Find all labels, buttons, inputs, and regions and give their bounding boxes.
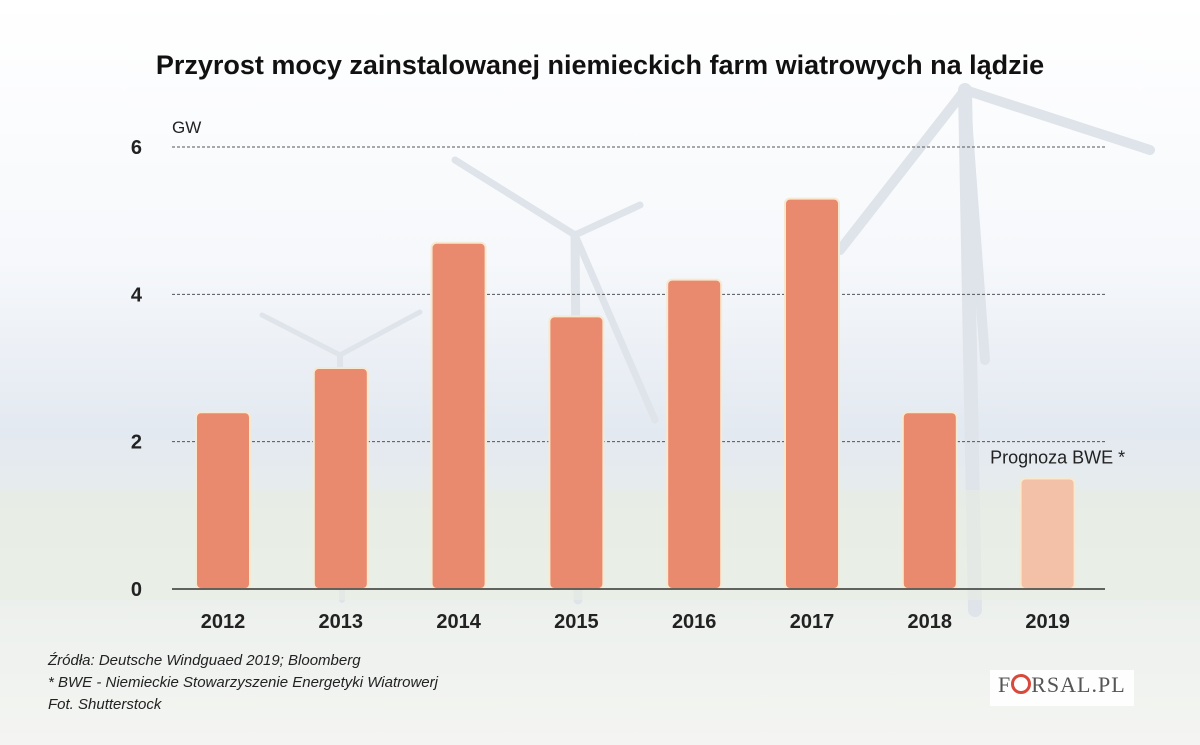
x-tick-label: 2013	[319, 611, 364, 633]
x-tick-label: 2015	[554, 611, 599, 633]
photo-credit: Fot. Shutterstock	[48, 696, 162, 713]
x-tick-label: 2016	[672, 611, 717, 633]
bar	[312, 367, 369, 590]
bar	[195, 411, 251, 591]
x-tick-label: 2017	[790, 611, 835, 633]
x-axis-ticks: 2012 2013 2014 2015 2016 2017 2018 2019	[201, 611, 1070, 633]
footnotes: Źródła: Deutsche Windguaed 2019; Bloombe…	[48, 650, 438, 716]
y-axis-unit-label: GW	[172, 118, 201, 137]
y-tick-label: 0	[131, 579, 142, 601]
forecast-label: Prognoza BWE *	[990, 448, 1125, 468]
logo-o-icon	[1011, 674, 1032, 694]
source-note: Źródła: Deutsche Windguaed 2019; Bloombe…	[48, 652, 361, 669]
y-tick-label: 4	[131, 284, 143, 306]
forsal-logo: F RSAL.PL	[990, 670, 1134, 706]
gridlines	[172, 146, 1105, 443]
forecast-bar	[1019, 477, 1076, 590]
x-tick-label: 2018	[908, 611, 953, 633]
bar	[784, 197, 840, 590]
bar	[901, 411, 958, 591]
x-tick-label: 2014	[436, 611, 481, 633]
x-tick-label: 2019	[1025, 611, 1070, 633]
y-tick-label: 2	[131, 432, 142, 454]
x-tick-label: 2012	[201, 611, 246, 633]
bar	[430, 241, 487, 590]
chart-title: Przyrost mocy zainstalowanej niemieckich…	[155, 50, 1045, 80]
bwe-footnote: * BWE - Niemieckie Stowarzyszenie Energe…	[48, 674, 438, 691]
bar	[548, 315, 605, 590]
bars	[195, 197, 1076, 591]
y-axis-ticks: 0 2 4 6	[131, 137, 143, 601]
y-tick-label: 6	[131, 137, 142, 159]
bar	[666, 278, 723, 590]
